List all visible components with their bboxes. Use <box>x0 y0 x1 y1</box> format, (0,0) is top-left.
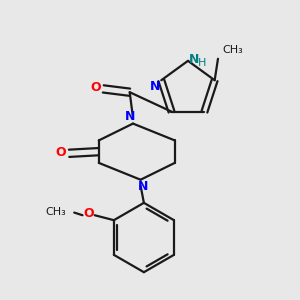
Text: N: N <box>150 80 160 93</box>
Text: N: N <box>189 53 199 66</box>
Text: N: N <box>125 110 136 123</box>
Text: N: N <box>138 181 148 194</box>
Text: CH₃: CH₃ <box>45 207 66 217</box>
Text: CH₃: CH₃ <box>222 45 243 55</box>
Text: O: O <box>56 146 66 159</box>
Text: O: O <box>84 207 94 220</box>
Text: O: O <box>91 81 101 94</box>
Text: H: H <box>198 58 206 68</box>
